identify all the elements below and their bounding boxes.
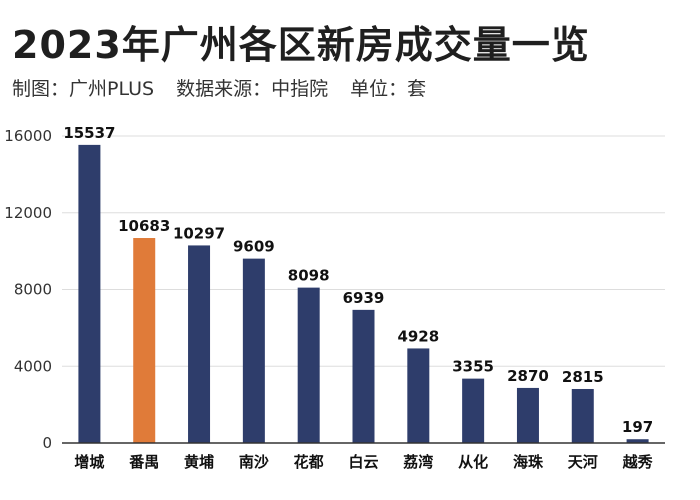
bar (462, 378, 485, 443)
y-tick-label: 12000 (4, 204, 52, 222)
bar-value-label: 10683 (118, 217, 170, 235)
bar (242, 258, 265, 443)
x-tick-label: 白云 (348, 453, 378, 471)
y-tick-label: 8000 (14, 281, 52, 299)
bar-value-label: 3355 (452, 358, 494, 376)
bar-value-label: 10297 (173, 224, 225, 242)
bar-value-label: 2870 (507, 367, 549, 385)
x-tick-label: 越秀 (622, 453, 654, 471)
credit-maker: 制图：广州PLUS (12, 78, 155, 100)
chart-credits: 制图：广州PLUS 数据来源：中指院 单位：套 (12, 74, 448, 101)
bar-value-label: 4928 (397, 327, 439, 345)
bar (626, 439, 649, 443)
bar-value-label: 9609 (233, 238, 275, 256)
x-tick-label: 从化 (458, 453, 488, 471)
bar-value-label: 8098 (288, 267, 330, 285)
credit-source: 数据来源：中指院 (176, 78, 329, 100)
y-tick-label: 0 (42, 434, 52, 452)
bar-value-label: 2815 (562, 368, 604, 386)
y-tick-label: 4000 (14, 357, 52, 375)
x-tick-label: 荔湾 (403, 453, 433, 471)
bar (78, 144, 101, 443)
bar (516, 387, 539, 443)
x-tick-label: 番禺 (128, 453, 159, 471)
bar-value-label: 6939 (343, 289, 385, 307)
x-tick-label: 黄埔 (184, 453, 214, 471)
bar (297, 287, 320, 443)
y-tick-label: 16000 (4, 127, 52, 145)
credit-unit: 单位：套 (350, 78, 427, 100)
bar (352, 309, 375, 443)
x-tick-label: 增城 (74, 453, 104, 471)
x-tick-label: 花都 (294, 453, 324, 471)
bar (571, 388, 594, 443)
x-tick-label: 天河 (568, 453, 598, 471)
x-tick-label: 南沙 (239, 453, 269, 471)
bar-value-label: 197 (622, 418, 653, 436)
chart-title: 2023年广州各区新房成交量一览 (12, 23, 590, 67)
x-tick-label: 海珠 (513, 453, 544, 471)
bar-value-label: 15537 (63, 124, 115, 142)
bar (133, 238, 156, 443)
bar (407, 348, 430, 443)
bar (188, 245, 211, 443)
